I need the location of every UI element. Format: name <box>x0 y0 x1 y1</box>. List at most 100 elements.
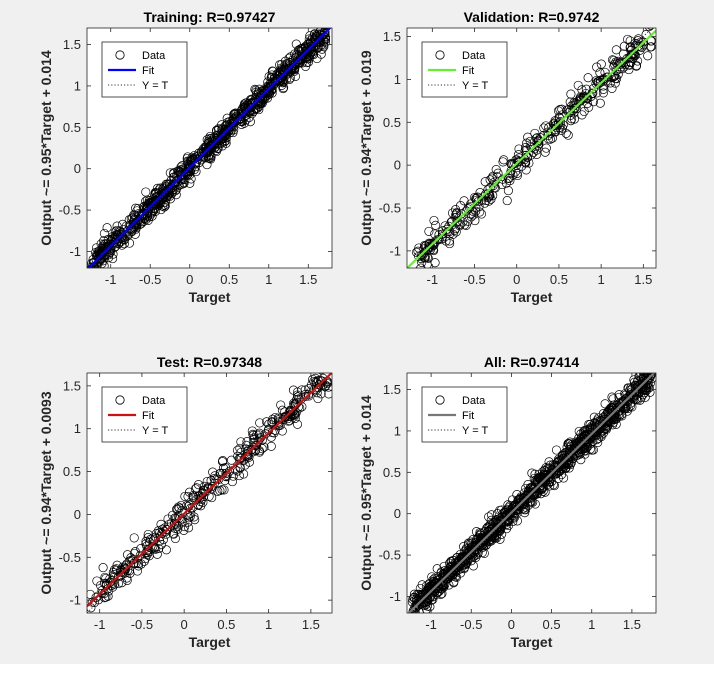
y-axis-label: Output ~= 0.95*Target + 0.014 <box>358 395 374 591</box>
data-point <box>199 481 209 491</box>
data-point <box>112 233 123 243</box>
data-point <box>174 503 184 513</box>
data-point <box>520 157 531 167</box>
data-point <box>631 60 642 71</box>
axes-box <box>406 372 657 614</box>
data-point <box>268 414 278 424</box>
data-point <box>555 117 565 127</box>
data-point <box>643 382 653 392</box>
data-point <box>97 251 107 261</box>
data-point <box>595 68 605 78</box>
data-point <box>251 87 261 97</box>
legend-marker-data <box>115 395 125 405</box>
data-point <box>202 476 212 487</box>
y-tick-label: 1.5 <box>63 378 81 393</box>
data-point <box>600 67 610 77</box>
data-point <box>566 116 576 126</box>
data-point <box>151 529 161 539</box>
legend-label-identity: Y = T <box>142 80 168 92</box>
data-point <box>614 392 624 402</box>
data-point <box>607 55 618 65</box>
x-tick-label: 0 <box>181 617 188 632</box>
data-point <box>636 393 646 403</box>
subplot-title: Test: R=0.97348 <box>157 354 262 370</box>
y-tick-label: -0.5 <box>59 550 81 565</box>
data-point <box>596 59 606 69</box>
data-point <box>623 34 633 44</box>
data-point <box>110 565 120 575</box>
data-point <box>300 385 310 395</box>
data-point <box>221 124 231 135</box>
plot-content <box>407 28 656 268</box>
data-point <box>236 437 246 447</box>
data-point <box>544 463 555 473</box>
data-point <box>136 544 146 554</box>
data-point <box>130 548 140 558</box>
data-point <box>322 28 329 30</box>
data-point <box>605 78 615 88</box>
data-point <box>465 203 475 213</box>
y-tick-label: -1 <box>389 243 401 258</box>
x-tick-label: 1 <box>265 617 272 632</box>
data-point <box>519 494 529 504</box>
data-point <box>117 578 127 588</box>
data-point <box>192 483 202 493</box>
data-point <box>316 40 326 50</box>
data-point <box>255 418 265 428</box>
data-point <box>103 244 113 254</box>
data-point <box>595 98 605 108</box>
data-point <box>595 428 605 438</box>
data-point <box>592 417 602 427</box>
data-point <box>266 441 276 451</box>
data-point <box>267 66 277 76</box>
data-point <box>594 413 604 423</box>
data-point <box>108 249 118 259</box>
data-point <box>203 136 213 146</box>
data-point <box>566 449 576 460</box>
data-point <box>610 78 620 88</box>
data-point <box>93 266 101 268</box>
y-tick-label: 1.5 <box>383 382 401 397</box>
data-point <box>471 552 481 562</box>
data-point <box>551 445 562 455</box>
legend: Data Fit Y = T <box>421 41 508 98</box>
data-point <box>274 420 284 430</box>
data-point <box>431 220 441 230</box>
data-point <box>130 229 140 239</box>
data-point <box>440 566 450 576</box>
data-point <box>189 165 199 175</box>
data-point <box>190 157 200 168</box>
data-point <box>515 501 525 511</box>
x-tick-label: -1 <box>425 617 437 632</box>
data-point <box>565 97 575 107</box>
data-point <box>506 166 516 176</box>
data-point <box>563 130 573 140</box>
data-point <box>141 196 151 206</box>
data-point <box>423 253 433 263</box>
x-tick-label: 1.5 <box>623 617 641 632</box>
data-point <box>214 474 224 484</box>
data-point <box>221 138 231 148</box>
data-point <box>511 160 521 171</box>
y-tick-label: 0.5 <box>63 464 81 479</box>
data-point <box>547 133 557 143</box>
data-point <box>316 389 326 399</box>
data-point <box>132 566 143 576</box>
data-point <box>498 174 508 184</box>
data-points <box>87 28 331 268</box>
data-point <box>574 433 584 443</box>
y-tick-label: 0.5 <box>383 465 401 480</box>
fit-line <box>87 373 332 608</box>
x-axis-label: Target <box>511 289 553 305</box>
data-point <box>243 103 253 113</box>
data-point <box>448 229 458 239</box>
axes-box <box>86 372 333 614</box>
data-point <box>495 505 505 515</box>
data-point <box>429 215 439 226</box>
data-point <box>227 477 237 487</box>
legend-label-data: Data <box>462 50 486 62</box>
legend-marker-data <box>435 395 445 405</box>
x-tick-label: 0 <box>513 272 520 287</box>
data-point <box>541 121 551 131</box>
data-point <box>441 236 451 246</box>
